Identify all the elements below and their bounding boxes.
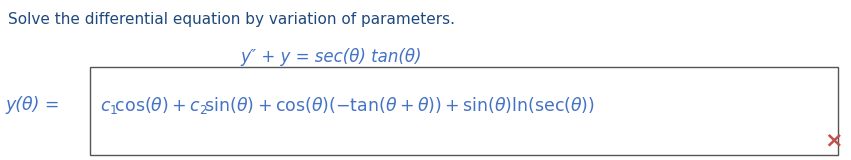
- Text: y(θ) =: y(θ) =: [5, 96, 60, 114]
- Text: ×: ×: [825, 130, 843, 150]
- Text: $c_1\!\cos(\theta) + c_2\!\sin(\theta) + \cos(\theta)(-\tan(\theta+\theta)) + \s: $c_1\!\cos(\theta) + c_2\!\sin(\theta) +…: [100, 95, 595, 116]
- Bar: [90, 67, 838, 155]
- Text: Solve the differential equation by variation of parameters.: Solve the differential equation by varia…: [8, 12, 455, 27]
- Text: y″ + y = sec(θ) tan(θ): y″ + y = sec(θ) tan(θ): [240, 48, 421, 66]
